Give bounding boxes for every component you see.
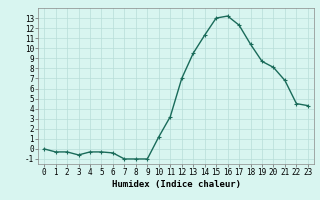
X-axis label: Humidex (Indice chaleur): Humidex (Indice chaleur) bbox=[111, 180, 241, 189]
